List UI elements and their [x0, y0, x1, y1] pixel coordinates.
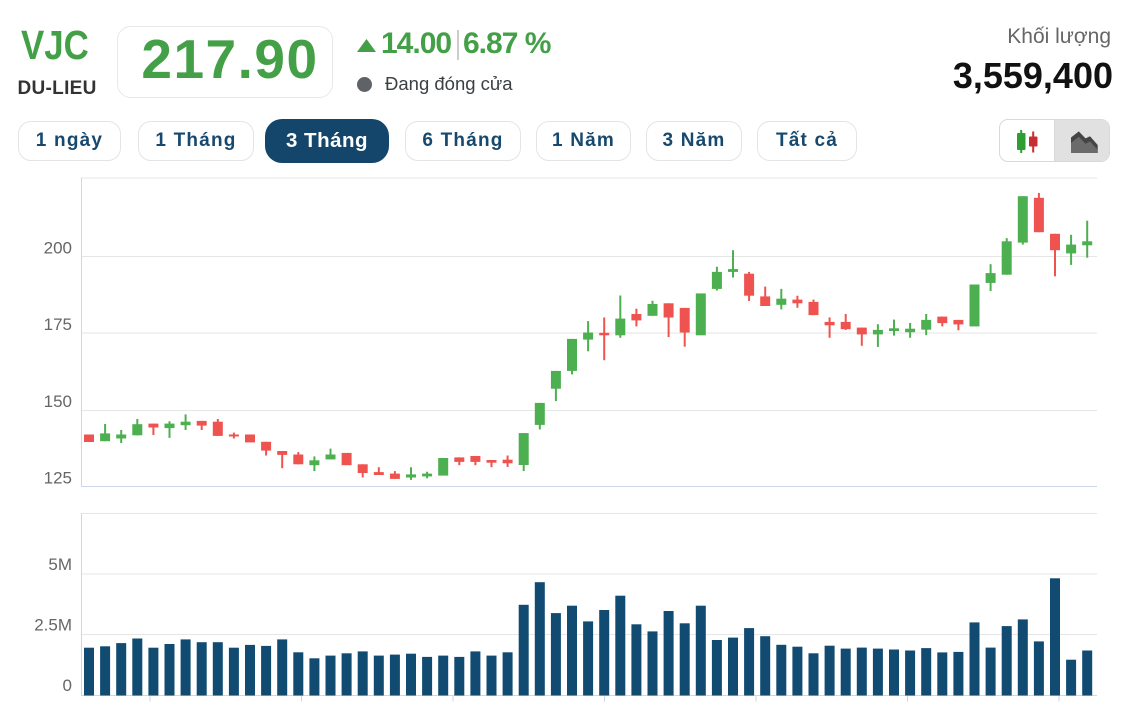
svg-text:200: 200: [44, 239, 72, 258]
svg-text:0: 0: [63, 676, 72, 695]
svg-text:175: 175: [44, 315, 72, 334]
svg-text:125: 125: [44, 469, 72, 488]
svg-text:2.5M: 2.5M: [34, 616, 72, 635]
svg-text:5M: 5M: [48, 555, 72, 574]
svg-text:150: 150: [44, 392, 72, 411]
